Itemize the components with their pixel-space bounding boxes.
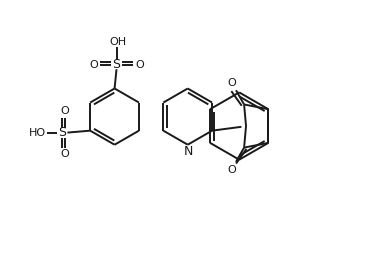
Text: S: S <box>113 58 120 71</box>
Text: O: O <box>135 60 144 70</box>
Text: N: N <box>184 146 193 158</box>
Text: O: O <box>227 77 236 88</box>
Text: O: O <box>227 165 236 174</box>
Text: O: O <box>89 60 98 70</box>
Text: O: O <box>61 149 70 159</box>
Text: S: S <box>58 126 67 139</box>
Text: OH: OH <box>110 37 127 46</box>
Text: HO: HO <box>29 128 46 138</box>
Text: O: O <box>61 106 70 116</box>
